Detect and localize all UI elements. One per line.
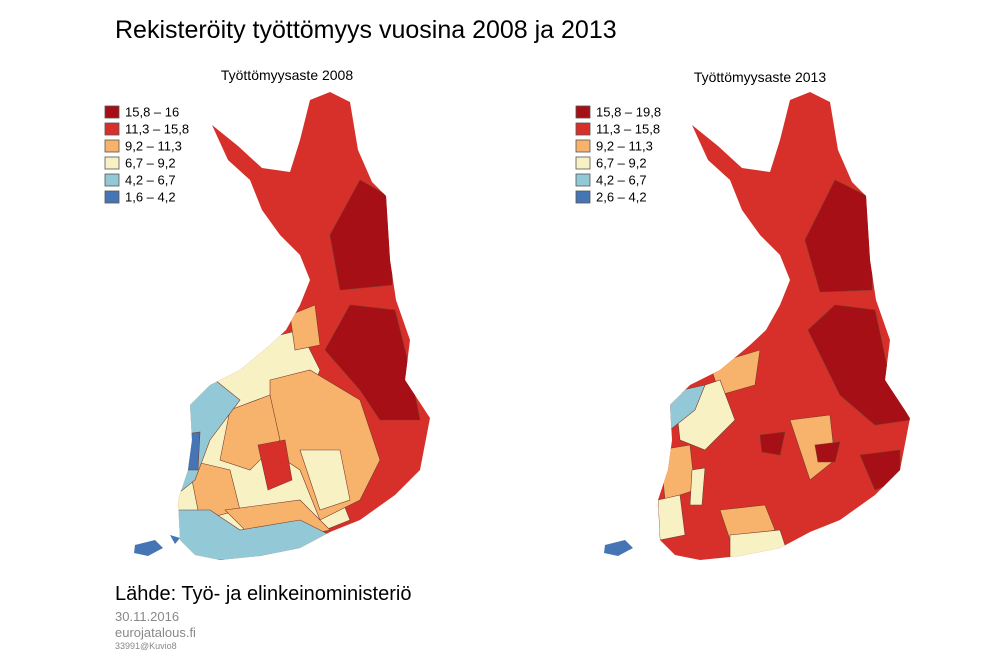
code: 33991@Kuvio8 <box>115 641 177 651</box>
legend-label: 6,7 – 9,2 <box>125 155 176 170</box>
site: eurojatalous.fi <box>115 625 196 640</box>
legend-label: 9,2 – 11,3 <box>125 138 182 153</box>
legend-label: 2,6 – 4,2 <box>596 189 647 204</box>
map-regions <box>178 92 430 560</box>
legend-label: 15,8 – 19,8 <box>596 104 661 119</box>
legend-label: 11,3 – 15,8 <box>125 121 189 136</box>
legend-label: 4,2 – 6,7 <box>596 172 647 187</box>
legend-label: 11,3 – 15,8 <box>596 121 660 136</box>
date: 30.11.2016 <box>115 609 179 624</box>
source: Lähde: Työ- ja elinkeinoministeriö <box>115 583 411 605</box>
legend-label: 15,8 – 16 <box>125 104 179 119</box>
map-title: Työttömyysaste 2008 <box>221 67 354 83</box>
legend: 15,8 – 19,8 11,3 – 15,8 9,2 – 11,3 6,7 –… <box>575 104 661 204</box>
legend-label: 4,2 – 6,7 <box>125 172 176 187</box>
legend: 15,8 – 16 11,3 – 15,8 9,2 – 11,3 6,7 – 9… <box>104 104 189 204</box>
legend-label: 9,2 – 11,3 <box>596 138 653 153</box>
title: Rekisteröity työttömyys vuosina 2008 ja … <box>115 16 617 44</box>
map-2013: Työttömyysaste 2013 15, <box>575 69 910 560</box>
map-regions <box>658 92 910 560</box>
legend-label: 1,6 – 4,2 <box>125 189 176 204</box>
map-2008: Työttömyysaste 2008 15,8 – 16 11,3 – 15,… <box>104 67 430 560</box>
legend-label: 6,7 – 9,2 <box>596 155 647 170</box>
map-title: Työttömyysaste 2013 <box>694 69 827 85</box>
